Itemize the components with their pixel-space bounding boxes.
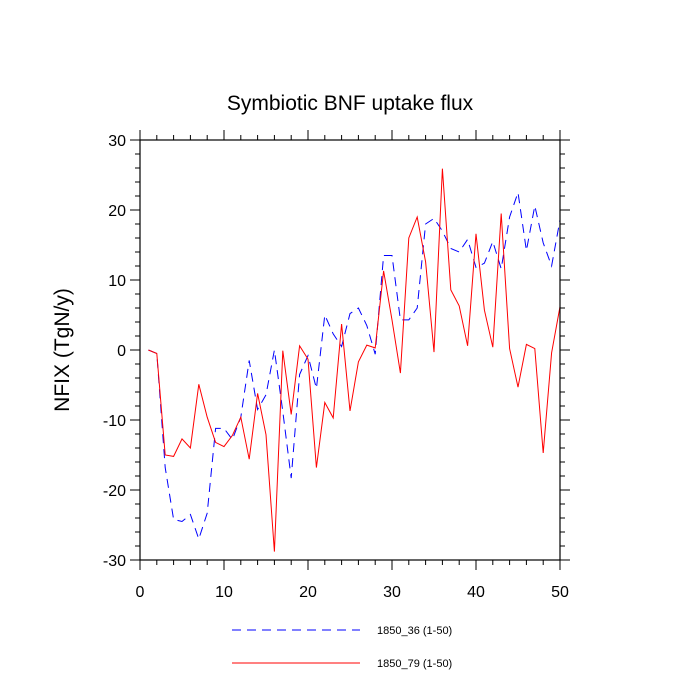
y-axis-label: NFIX (TgN/y): [51, 288, 74, 412]
x-tick-label: 30: [383, 584, 401, 601]
axis-ticks: [130, 130, 570, 570]
y-tick-label: 20: [108, 203, 126, 220]
x-tick-label: 10: [215, 584, 233, 601]
plot-lines: [148, 168, 561, 552]
y-tick-label: -20: [103, 483, 126, 500]
y-tick-label: 30: [108, 133, 126, 150]
x-tick-label: 20: [299, 584, 317, 601]
chart-title: Symbiotic BNF uptake flux: [227, 92, 474, 115]
plot-frame: [139, 139, 561, 561]
x-tick-label: 0: [136, 584, 145, 601]
tick-labels: 0 10 20 30 40 50 -30 -20 -10 0 10 20 30: [103, 133, 569, 601]
y-tick-label: -30: [103, 553, 126, 570]
legend: 1850_36 (1-50) 1850_79 (1-50): [232, 625, 452, 670]
series-line-2: [148, 168, 561, 552]
legend-label-2: 1850_79 (1-50): [377, 658, 452, 670]
y-tick-label: 0: [117, 343, 126, 360]
legend-label-1: 1850_36 (1-50): [377, 625, 452, 637]
y-tick-label: -10: [103, 413, 126, 430]
x-tick-label: 50: [551, 584, 569, 601]
x-tick-label: 40: [467, 584, 485, 601]
series-line-1: [148, 192, 561, 541]
y-tick-label: 10: [108, 273, 126, 290]
